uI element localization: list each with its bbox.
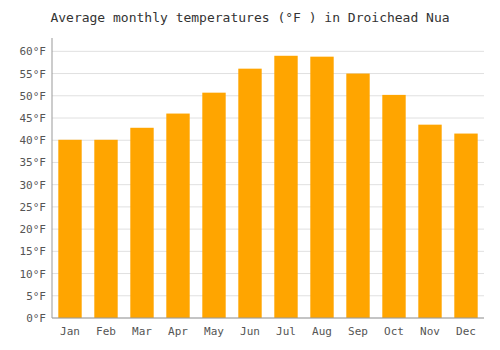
bar [418, 125, 441, 318]
x-tick-label: Sep [348, 325, 368, 338]
x-axis-line [52, 318, 484, 319]
bar [166, 114, 189, 318]
y-tick-label: 40°F [20, 134, 47, 147]
x-tick-label: Mar [132, 325, 152, 338]
y-tick-label: 20°F [20, 223, 47, 236]
y-tick-label: 5°F [26, 290, 46, 303]
grid-line [52, 318, 484, 319]
grid-line [52, 73, 484, 74]
x-tick-label: May [204, 325, 224, 338]
bar [130, 128, 153, 318]
x-tick-label: Dec [456, 325, 476, 338]
x-tick-label: Jun [240, 325, 260, 338]
x-tick-label: Jan [60, 325, 80, 338]
x-tick-label: Aug [312, 325, 332, 338]
chart-container: Average monthly temperatures (°F ) in Dr… [0, 0, 500, 350]
bars [58, 56, 477, 318]
grid-line [52, 51, 484, 52]
y-tick-label: 50°F [20, 90, 47, 103]
bar [454, 134, 477, 318]
grid-line [52, 118, 484, 119]
x-tick-label: Nov [420, 325, 440, 338]
y-tick-label: 30°F [20, 179, 47, 192]
y-tick-label: 15°F [20, 245, 47, 258]
grid-line [52, 95, 484, 96]
grid [52, 51, 484, 318]
y-tick-label: 55°F [20, 68, 47, 81]
bar [346, 74, 369, 318]
y-tick-label: 25°F [20, 201, 47, 214]
bar [382, 95, 405, 318]
x-tick-label: Feb [96, 325, 116, 338]
y-tick-label: 45°F [20, 112, 47, 125]
x-tick-label: Apr [168, 325, 188, 338]
y-tick-label: 60°F [20, 45, 47, 58]
bar [310, 57, 333, 318]
x-tick-label: Oct [384, 325, 404, 338]
bar [94, 140, 117, 318]
bar [274, 56, 297, 318]
y-axis-line [52, 38, 53, 318]
y-tick-label: 10°F [20, 268, 47, 281]
y-tick-label: 35°F [20, 156, 47, 169]
bar [58, 140, 81, 318]
chart: Average monthly temperatures (°F ) in Dr… [0, 0, 500, 350]
bar [202, 93, 225, 318]
bar [238, 69, 261, 318]
title: Average monthly temperatures (°F ) in Dr… [50, 10, 449, 25]
y-tick-label: 0°F [26, 312, 46, 325]
x-tick-label: Jul [276, 325, 296, 338]
